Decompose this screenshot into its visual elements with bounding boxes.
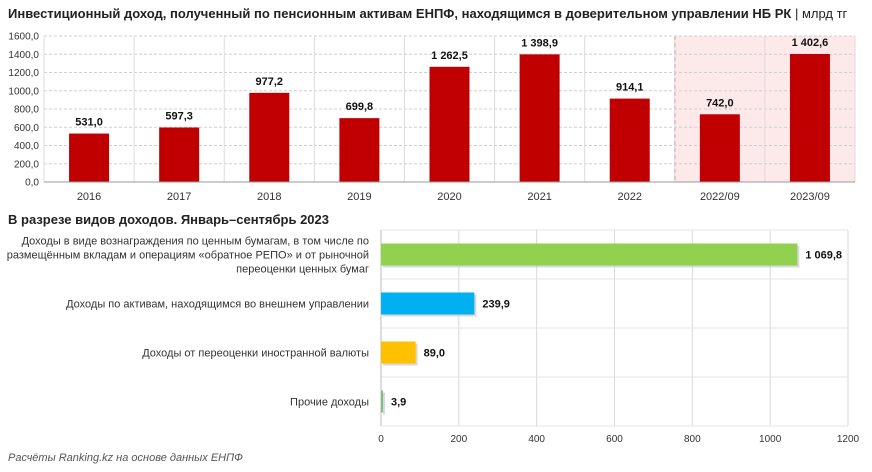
x-tick-label: 200 xyxy=(450,434,467,445)
bar-value-label: 699,8 xyxy=(346,101,374,113)
x-tick-label: 2019 xyxy=(347,191,371,203)
y-tick-label: 1000,0 xyxy=(8,86,39,97)
bar xyxy=(339,118,380,182)
x-tick-label: 600 xyxy=(606,434,623,445)
bar xyxy=(699,114,740,182)
bar xyxy=(381,292,475,315)
breakdown-title: В разрезе видов доходов. Январь–сентябрь… xyxy=(8,212,329,227)
bar-value-label: 239,9 xyxy=(482,299,510,311)
category-label: переоценки ценных бумаг xyxy=(236,264,369,276)
bar xyxy=(429,66,470,182)
y-tick-label: 1400,0 xyxy=(8,50,39,61)
bar-shadow xyxy=(383,392,385,415)
bar-value-label: 914,1 xyxy=(616,82,644,94)
y-tick-label: 0,0 xyxy=(25,178,39,189)
category-label: Доходы по активам, находящимся во внешне… xyxy=(66,299,369,311)
x-tick-label: 0 xyxy=(378,434,384,445)
source-note: Расчёты Ranking.kz на основе данных ЕНПФ xyxy=(8,452,243,464)
category-label: Прочие доходы xyxy=(290,397,369,409)
category-label: Доходы от переоценки иностранной валюты xyxy=(142,348,369,360)
unit-label: | млрд тг xyxy=(794,6,848,21)
bar-value-label: 89,0 xyxy=(424,348,445,360)
bar-value-label: 531,0 xyxy=(75,117,103,129)
x-tick-label: 2020 xyxy=(437,191,461,203)
x-tick-label: 2022 xyxy=(617,191,641,203)
annual-income-bar-chart: 0,0 200,0 400,0 600,0 800,0 1000,0 1200,0 1400,… xyxy=(8,32,856,203)
y-tick-label: 400,0 xyxy=(14,141,39,152)
bar xyxy=(609,98,650,182)
bar-value-label: 597,3 xyxy=(165,110,193,122)
income-breakdown-bar-chart: 0 200 400 600 800 1000 1200 1 069,8 Доходы в вид… xyxy=(7,229,860,445)
bar xyxy=(381,243,798,266)
chart-title: Инвестиционный доход, полученный по пенс… xyxy=(8,6,847,21)
category-label: размещённым вкладам и операциям «обратно… xyxy=(7,250,369,262)
x-tick-label: 2021 xyxy=(527,191,551,203)
bar xyxy=(159,127,200,182)
x-tick-label: 2017 xyxy=(167,191,191,203)
y-tick-label: 800,0 xyxy=(14,105,39,116)
x-tick-label: 2023/09 xyxy=(790,191,830,203)
y-tick-label: 600,0 xyxy=(14,123,39,134)
bar xyxy=(789,54,830,182)
x-tick-label: 400 xyxy=(528,434,545,445)
bar-value-label: 1 069,8 xyxy=(805,250,842,262)
x-tick-label: 800 xyxy=(684,434,701,445)
bar-value-label: 742,0 xyxy=(706,97,734,109)
x-tick-label: 1200 xyxy=(837,434,860,445)
y-tick-label: 1200,0 xyxy=(8,68,39,79)
x-tick-label: 2018 xyxy=(257,191,281,203)
bar-value-label: 3,9 xyxy=(391,397,406,409)
bar xyxy=(519,54,560,183)
bar xyxy=(249,92,290,182)
chart-title-text: Инвестиционный доход, полученный по пенс… xyxy=(8,6,792,21)
bar-value-label: 1 398,9 xyxy=(521,37,558,49)
x-tick-label: 2016 xyxy=(77,191,101,203)
bar-value-label: 1 402,6 xyxy=(792,37,829,49)
y-tick-label: 1600,0 xyxy=(8,32,39,43)
bar xyxy=(381,390,383,413)
bar-value-label: 977,2 xyxy=(256,76,284,88)
y-tick-label: 200,0 xyxy=(14,159,39,170)
bar xyxy=(381,341,416,364)
bar-value-label: 1 262,5 xyxy=(431,50,468,62)
bar xyxy=(69,133,110,182)
x-tick-label: 2022/09 xyxy=(700,191,740,203)
category-label: Доходы в виде вознаграждения по ценным б… xyxy=(22,236,369,248)
x-tick-label: 1000 xyxy=(759,434,782,445)
